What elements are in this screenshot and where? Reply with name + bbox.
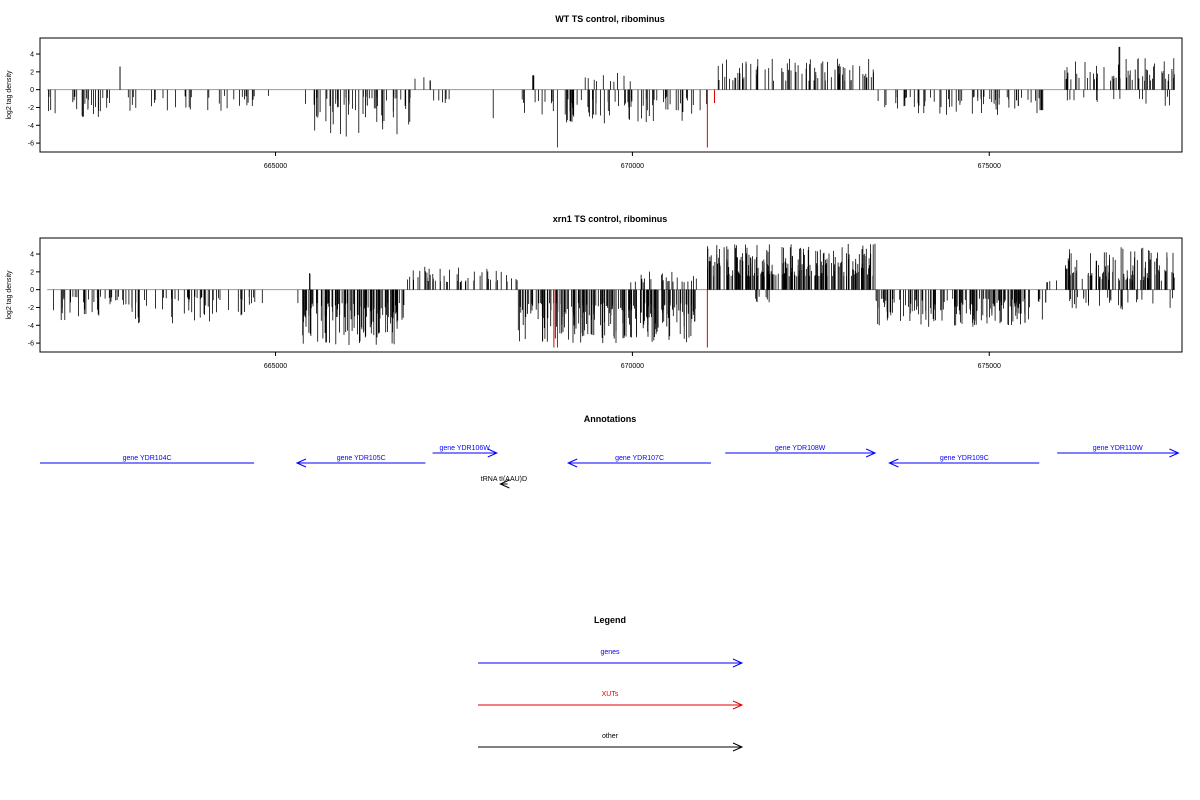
y-tick-label: -4 — [28, 323, 34, 330]
arrowhead-left-icon — [566, 458, 578, 468]
feature-label: gene YDR107C — [615, 455, 664, 462]
legend-label: genes — [600, 649, 620, 656]
legend-item: genes — [478, 649, 744, 668]
annotation-feature: gene YDR109C — [888, 455, 1040, 468]
feature-label: gene YDR108W — [775, 445, 826, 452]
y-tick-label: 0 — [30, 87, 34, 94]
feature-label: gene YDR110W — [1093, 445, 1143, 452]
feature-label: gene YDR109C — [940, 455, 989, 462]
arrowhead-right-icon — [732, 742, 744, 752]
annotation-feature: gene YDR106W — [432, 445, 499, 458]
arrowhead-left-icon — [295, 458, 307, 468]
arrowhead-left-icon — [499, 479, 510, 489]
plot-frame — [39, 37, 1183, 153]
feature-label: tRNA tI(AAU)D — [481, 476, 527, 483]
arrowhead-right-icon — [1169, 448, 1180, 458]
y-tick-label: 4 — [30, 252, 34, 259]
y-tick-label: -6 — [28, 341, 34, 348]
signal-bars — [48, 46, 1175, 137]
track-xrn1-ts-control: xrn1 TS control, ribominus log2 tag dens… — [6, 214, 1183, 370]
x-tick-label: 670000 — [621, 163, 644, 170]
annotation-feature: gene YDR105C — [295, 455, 426, 468]
y-tick-label: -2 — [28, 105, 34, 112]
track-title: WT TS control, ribominus — [555, 14, 665, 24]
y-tick-label: 4 — [30, 52, 34, 59]
y-tick-label: 0 — [30, 287, 34, 294]
y-tick-label: -6 — [28, 141, 34, 148]
y-tick-label: 2 — [30, 269, 34, 276]
x-tick-label: 665000 — [264, 363, 287, 370]
track-wt-ts-control: WT TS control, ribominus log2 tag densit… — [6, 14, 1183, 170]
x-tick-label: 665000 — [264, 163, 287, 170]
arrowhead-right-icon — [487, 448, 499, 458]
annotations-track: Annotations gene YDR104C gene YDR105C gene… — [40, 414, 1180, 489]
plot-frame — [39, 237, 1183, 353]
x-tick-label: 675000 — [978, 163, 1001, 170]
arrowhead-right-icon — [865, 448, 877, 458]
feature-label: gene YDR104C — [123, 455, 172, 462]
annotations-title: Annotations — [584, 414, 637, 424]
x-tick-label: 670000 — [621, 363, 644, 370]
annotation-feature: gene YDR104C — [40, 455, 255, 464]
legend-label: XUTs — [602, 691, 619, 698]
legend-label: other — [602, 733, 619, 740]
annotation-feature: gene YDR110W — [1057, 445, 1180, 458]
y-tick-label: 2 — [30, 69, 34, 76]
y-axis-label: log2 tag density — [6, 70, 13, 120]
y-axis-label: log2 tag density — [6, 270, 13, 320]
signal-bars — [53, 243, 1175, 345]
arrowhead-right-icon — [732, 658, 744, 668]
y-tick-label: -2 — [28, 305, 34, 312]
legend-item: other — [478, 733, 744, 752]
annotation-feature: gene YDR107C — [566, 455, 711, 468]
legend: Legend genes XUTs other — [478, 615, 744, 752]
arrowhead-right-icon — [732, 700, 744, 710]
annotation-feature: tRNA tI(AAU)D — [481, 476, 527, 489]
y-tick-label: -4 — [28, 123, 34, 130]
legend-item: XUTs — [478, 691, 744, 710]
annotation-feature: gene YDR108W — [725, 445, 877, 458]
feature-label: gene YDR106W — [439, 445, 490, 452]
track-title: xrn1 TS control, ribominus — [553, 214, 668, 224]
x-tick-label: 675000 — [978, 363, 1001, 370]
arrowhead-left-icon — [888, 458, 899, 468]
legend-title: Legend — [594, 615, 626, 625]
feature-label: gene YDR105C — [337, 455, 386, 462]
